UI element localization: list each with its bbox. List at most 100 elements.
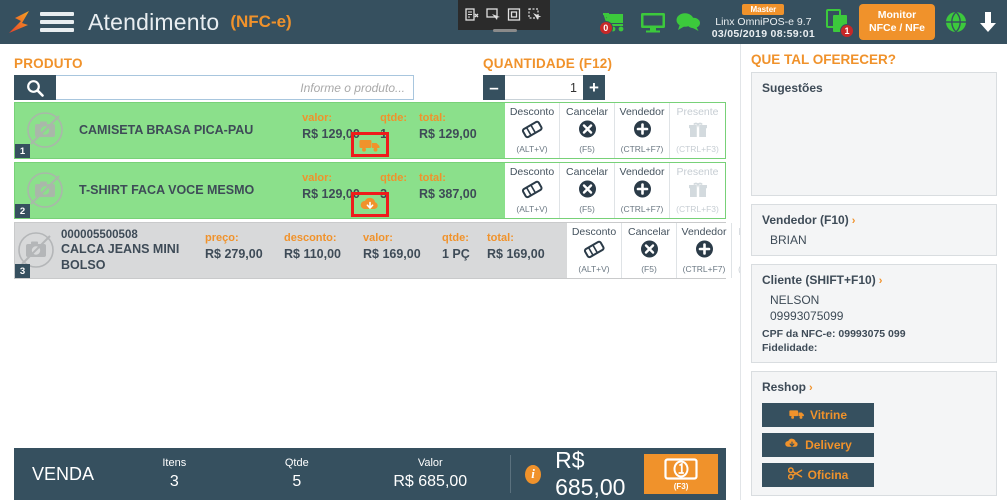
monitor-screen-icon[interactable] (640, 11, 666, 33)
discount-button-label: Desconto (509, 166, 555, 178)
delivery-truck-icon-highlight[interactable] (351, 132, 389, 157)
cancel-button[interactable]: Cancelar (F5) (560, 163, 615, 218)
gift-box-icon (687, 119, 709, 144)
globe-icon[interactable] (944, 10, 968, 34)
capture-fullscreen-icon[interactable] (506, 7, 523, 23)
vitrine-button-label: Vitrine (809, 408, 848, 422)
capture-toolbar-drag-handle[interactable] (493, 29, 517, 32)
capture-scroll-icon[interactable] (527, 7, 544, 23)
customer-card[interactable]: Cliente (SHIFT+F10) › NELSON 09993075099 … (751, 264, 997, 363)
cloud-download-icon-highlight[interactable] (351, 192, 389, 217)
download-arrow-icon[interactable] (977, 10, 999, 34)
item-total-number: R$ 129,00 (419, 126, 477, 141)
seller-button-label: Vendedor (681, 226, 727, 238)
gift-button-label: Presente (676, 166, 719, 178)
screen-capture-toolbar[interactable] (458, 0, 550, 30)
quantity-increment-button[interactable]: + (583, 75, 605, 100)
seller-button[interactable]: Vendedor (CTRL+F7) (615, 103, 670, 158)
sale-items-list: 1 CAMISETA BRASA PICA-PAU valor: R$ 129,… (14, 102, 787, 282)
info-circle-icon[interactable]: i (525, 464, 542, 484)
monitor-nfce-nfe-button[interactable]: Monitor NFCe / NFe (858, 3, 935, 41)
cancel-button-label: Cancelar (565, 166, 609, 178)
seller-button-label: Vendedor (619, 106, 665, 118)
documents-badge: 1 (839, 24, 854, 38)
chat-bubble-icon[interactable] (675, 11, 701, 33)
item-values: valor: R$ 129,00 qtde: 3 total: R$ 387,0… (302, 163, 505, 218)
item-discount-label: desconto: (284, 232, 337, 244)
offers-sidebar: QUE TAL OFERECER? Sugestões Vendedor (F1… (740, 44, 1007, 500)
payment-button[interactable]: (F3) (644, 454, 719, 494)
discount-button-label: Desconto (571, 226, 617, 238)
summary-value: Valor R$ 685,00 (364, 455, 496, 492)
item-value-label: valor: (363, 232, 393, 244)
search-input[interactable] (56, 75, 414, 100)
item-discount-number: R$ 110,00 (284, 246, 341, 261)
cancel-button[interactable]: Cancelar (F5) (560, 103, 615, 158)
table-row[interactable]: 1 CAMISETA BRASA PICA-PAU valor: R$ 129,… (14, 102, 726, 159)
discount-tag-icon (521, 119, 543, 144)
summary-items: Itens 3 (119, 455, 229, 492)
seller-value: BRIAN (770, 233, 807, 247)
linx-logo-icon[interactable] (0, 9, 40, 35)
summary-value-label: Valor (417, 457, 443, 470)
discount-button[interactable]: Desconto (ALT+V) (567, 223, 622, 278)
customer-document: 09993075099 (770, 309, 844, 323)
capture-region-icon[interactable] (464, 7, 481, 23)
reshop-link[interactable]: Reshop › (762, 380, 986, 394)
item-qty-label: qtde: (380, 172, 407, 184)
item-name: T-SHIRT FACA VOCE MESMO (79, 182, 255, 197)
cancel-x-circle-icon (639, 239, 660, 264)
item-qty-label: qtde: (442, 232, 469, 244)
quantity-decrement-button[interactable]: – (483, 75, 505, 100)
hamburger-menu-icon[interactable] (40, 12, 74, 32)
add-person-plus-icon (632, 179, 653, 204)
item-value-col: valor: R$ 129,00 (302, 171, 380, 203)
oficina-button[interactable]: Oficina (762, 463, 874, 487)
customer-link[interactable]: Cliente (SHIFT+F10) › (762, 273, 986, 287)
item-total-col: total: R$ 129,00 (419, 111, 505, 143)
item-total-number: R$ 169,00 (487, 246, 545, 261)
cancel-button-label: Cancelar (627, 226, 671, 238)
version-info-block: Master Linx OmniPOS-e 9.7 03/05/2019 08:… (711, 3, 815, 41)
discount-button-key: (ALT+V) (516, 144, 548, 154)
cancel-button[interactable]: Cancelar (F5) (622, 223, 677, 278)
discount-button[interactable]: Desconto (ALT+V) (505, 103, 560, 158)
seller-link[interactable]: Vendedor (F10) › (762, 213, 986, 227)
master-tag: Master (742, 3, 785, 16)
item-description: T-SHIRT FACA VOCE MESMO (75, 163, 302, 218)
datetime-label: 03/05/2019 08:59:01 (711, 28, 815, 41)
add-person-plus-icon (632, 119, 653, 144)
scissors-icon (787, 467, 803, 483)
discount-button[interactable]: Desconto (ALT+V) (505, 163, 560, 218)
reshop-card: Reshop › Vitrine (751, 371, 997, 496)
summary-value-amount: R$ 685,00 (393, 472, 468, 490)
page-title: Atendimento (88, 8, 220, 35)
quantity-label: QUANTIDADE (F12) (483, 56, 613, 71)
cancel-button-label: Cancelar (565, 106, 609, 118)
fidelidade-line: Fidelidade: (762, 342, 818, 354)
shopping-cart-icon[interactable]: 0 (598, 11, 631, 35)
cart-badge: 0 (598, 21, 613, 35)
seller-button[interactable]: Vendedor (CTRL+F7) (615, 163, 670, 218)
chevron-right-icon: › (878, 275, 883, 287)
monitor-button-line2: NFCe / NFe (868, 22, 925, 34)
vitrine-button[interactable]: Vitrine (762, 403, 874, 427)
gift-box-icon (687, 179, 709, 204)
table-row[interactable]: 3 000005500508 CALCA JEANS MINI BOLSO pr… (14, 222, 787, 279)
quantity-input[interactable] (505, 75, 583, 100)
cloud-download-icon (784, 437, 800, 453)
chevron-right-icon: › (851, 215, 856, 227)
capture-window-icon[interactable] (485, 7, 502, 23)
search-icon[interactable] (14, 75, 56, 100)
item-total-number: R$ 387,00 (419, 186, 477, 201)
seller-card[interactable]: Vendedor (F10) › BRIAN (751, 204, 997, 256)
documents-icon[interactable]: 1 (825, 9, 854, 38)
version-label: Linx OmniPOS-e 9.7 (715, 16, 812, 29)
table-row[interactable]: 2 T-SHIRT FACA VOCE MESMO valor: R$ 129,… (14, 162, 726, 219)
delivery-button[interactable]: Delivery (762, 433, 874, 457)
discount-button-label: Desconto (509, 106, 555, 118)
seller-button[interactable]: Vendedor (CTRL+F7) (677, 223, 732, 278)
summary-items-value: 3 (169, 472, 179, 490)
item-qty-number: 1 PÇ (442, 246, 470, 261)
